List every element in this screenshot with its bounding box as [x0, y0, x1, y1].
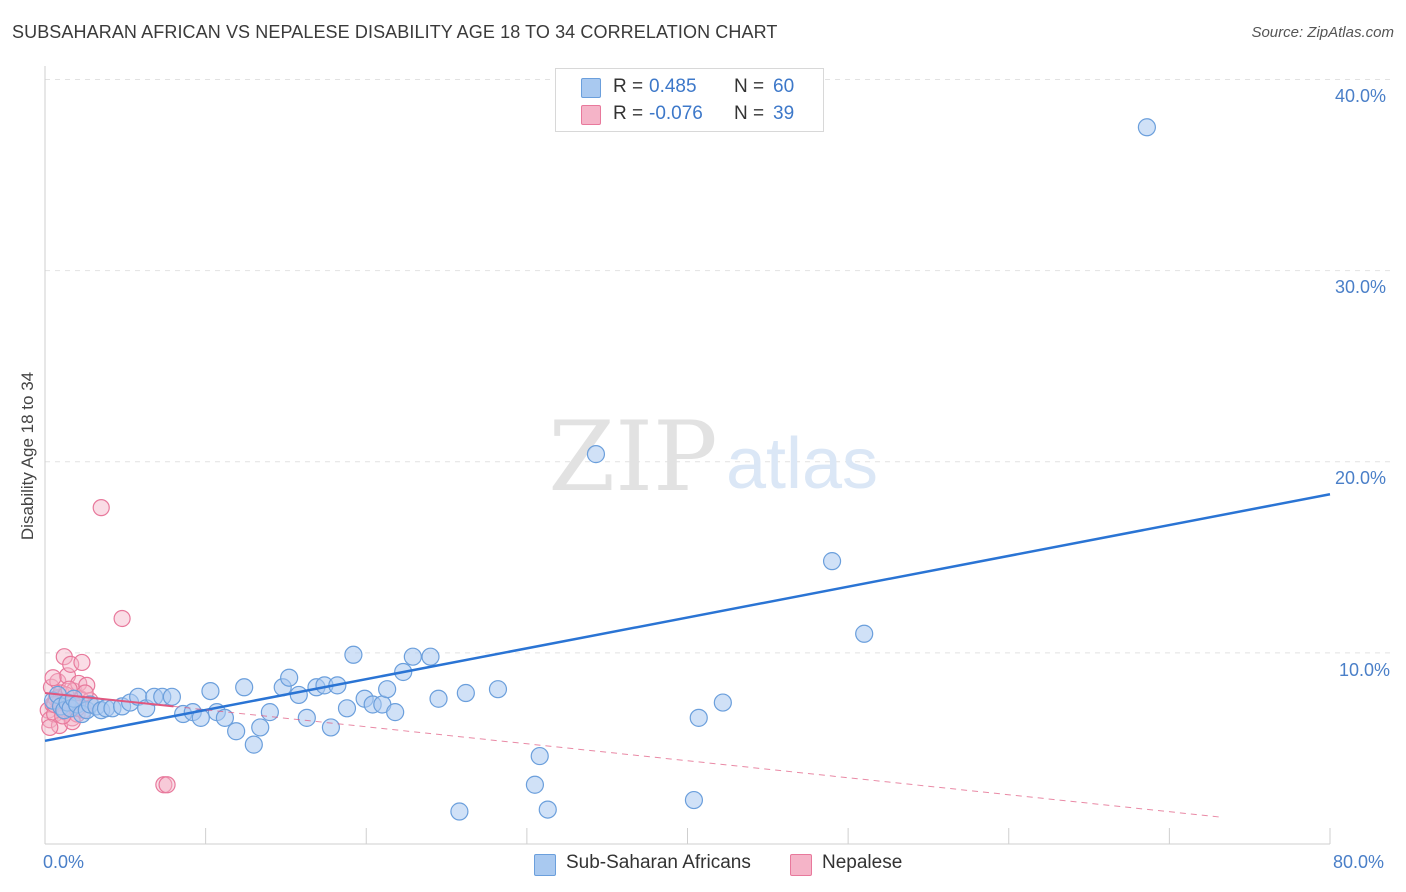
point-subsaharan — [1137, 118, 1156, 137]
legend-n-value: 60 — [773, 76, 795, 97]
point-subsaharan — [162, 687, 181, 706]
point-subsaharan — [403, 647, 422, 666]
point-subsaharan — [386, 703, 405, 722]
watermark-zip: ZIP — [548, 401, 717, 513]
trendline-subsaharan — [44, 493, 1331, 743]
chart-title: SUBSAHARAN AFRICAN VS NEPALESE DISABILIT… — [12, 22, 778, 42]
stats-legend: R = 0.485 N = 60 R = -0.076 N = 39 — [555, 68, 824, 132]
point-subsaharan — [344, 645, 363, 664]
point-nepalese — [113, 609, 131, 628]
bottom-legend-swatch-blue — [534, 854, 556, 876]
point-nepalese — [158, 776, 176, 794]
y-tick-label-20: 20.0% — [1335, 468, 1387, 488]
point-subsaharan — [538, 800, 557, 819]
legend-n-value: 39 — [773, 103, 795, 124]
point-subsaharan — [321, 718, 341, 737]
y-tick-label-40: 40.0% — [1335, 86, 1387, 106]
point-subsaharan — [530, 746, 549, 766]
point-subsaharan — [855, 624, 874, 643]
point-subsaharan — [251, 718, 270, 737]
point-subsaharan — [450, 802, 469, 821]
point-nepalese — [41, 718, 59, 737]
point-subsaharan — [297, 708, 316, 727]
legend-n-label: N = — [734, 103, 765, 124]
legend-swatch-blue — [581, 78, 601, 98]
point-subsaharan — [337, 699, 357, 718]
point-subsaharan — [586, 445, 606, 464]
point-nepalese — [44, 669, 62, 687]
bottom-legend-swatch-pink — [790, 854, 812, 876]
legend-r-label: R = — [613, 103, 644, 124]
point-subsaharan — [684, 790, 704, 810]
legend-swatch-pink — [581, 105, 601, 125]
point-subsaharan — [280, 668, 299, 687]
legend-r-value: 0.485 — [649, 76, 697, 97]
source-credit: Source: ZipAtlas.com — [1251, 24, 1394, 41]
trendline-nepalese — [44, 692, 174, 708]
x-tick-label-min: 0.0% — [43, 852, 85, 872]
point-subsaharan — [713, 693, 732, 712]
point-subsaharan — [244, 735, 263, 754]
point-subsaharan — [822, 552, 842, 571]
point-subsaharan — [429, 689, 448, 708]
point-subsaharan — [201, 681, 220, 701]
point-subsaharan — [227, 722, 246, 741]
point-subsaharan — [525, 775, 545, 794]
watermark-atlas: atlas — [726, 424, 878, 504]
bottom-legend-label-subsaharan: Sub-Saharan Africans — [566, 852, 751, 873]
legend-row-nepalese: R = -0.076 N = 39 — [556, 100, 823, 128]
point-nepalese — [73, 653, 91, 672]
point-subsaharan — [215, 708, 234, 727]
x-tick-label-max: 80.0% — [1333, 852, 1385, 872]
point-nepalese — [92, 499, 110, 517]
point-subsaharan — [689, 708, 708, 727]
y-tick-label-10: 10.0% — [1339, 660, 1391, 680]
legend-row-subsaharan: R = 0.485 N = 60 — [556, 73, 823, 101]
bottom-legend-label-nepalese: Nepalese — [822, 852, 903, 873]
point-subsaharan — [260, 703, 279, 722]
legend-r-value: -0.076 — [649, 103, 703, 124]
point-subsaharan — [456, 683, 475, 703]
point-subsaharan — [488, 680, 508, 699]
legend-r-label: R = — [613, 76, 644, 97]
legend-n-label: N = — [734, 76, 765, 97]
point-subsaharan — [421, 647, 440, 666]
y-tick-label-30: 30.0% — [1335, 277, 1387, 297]
point-subsaharan — [289, 685, 308, 705]
point-subsaharan — [378, 680, 397, 699]
point-subsaharan — [235, 678, 254, 697]
